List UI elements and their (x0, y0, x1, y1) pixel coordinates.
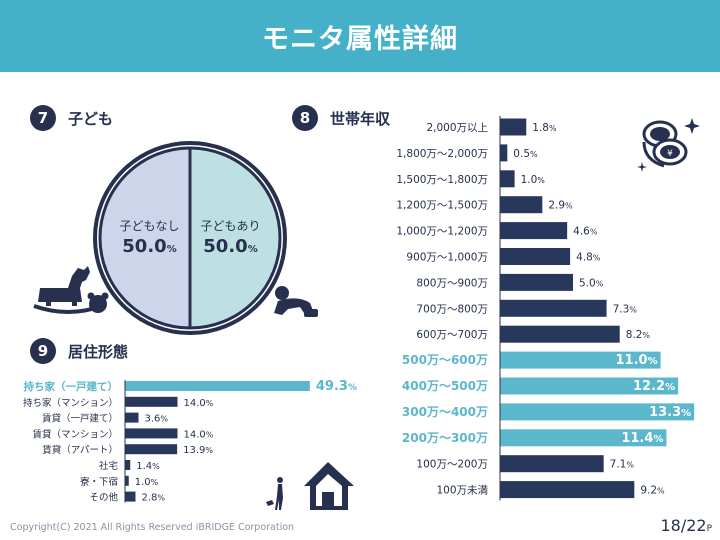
bar (500, 222, 568, 240)
bar (500, 196, 543, 214)
coins-icon: ¥ (637, 118, 700, 172)
pie-slice-label: 子どもあり (200, 219, 260, 233)
bar (125, 491, 136, 502)
bar-category-label: 1,500万～1,800万 (396, 174, 488, 186)
bar-value-label: 49.3% (316, 379, 357, 394)
bar (125, 460, 131, 470)
bar-value-label: 14.0% (184, 429, 214, 440)
bar-value-label: 14.0% (184, 398, 214, 409)
bar (500, 299, 607, 317)
bar-category-label: 300万～400万 (402, 405, 488, 419)
bar-category-label: 1,200万～1,500万 (396, 200, 488, 212)
bar-category-label: 社宅 (99, 460, 118, 472)
bar-value-label: 0.5% (513, 148, 538, 160)
income-bar-chart: 2,000万以上 1.8% 1,800万～2,000万 0.5% 1,500万～1,80… (396, 116, 695, 501)
bar-value-label: 11.0% (615, 353, 657, 368)
bar-category-label: 賃貸（一戸建て） (42, 413, 118, 425)
pie-slice (98, 146, 192, 330)
bar-category-label: 100万未満 (436, 485, 488, 497)
bar (125, 412, 139, 423)
bar (500, 455, 604, 473)
house-icon (266, 462, 354, 510)
bar-value-label: 13.9% (183, 445, 213, 456)
bar-category-label: 900万～1,000万 (406, 252, 488, 264)
bar-value-label: 9.2% (640, 485, 665, 497)
section-number-badge: 9 (30, 338, 56, 364)
bar-category-label: 500万～600万 (402, 353, 488, 367)
section-housing-header: 9 居住形態 (30, 338, 128, 364)
bar-value-label: 12.2% (633, 379, 675, 394)
bar-value-label: 1.0% (135, 477, 159, 488)
bar-category-label: 賃貸（マンション） (32, 428, 118, 440)
bar-value-label: 4.6% (573, 226, 598, 238)
bar-category-label: 2,000万以上 (426, 122, 488, 134)
bar-category-label: 600万～700万 (416, 329, 488, 341)
bar (500, 118, 527, 136)
page-title: モニタ属性詳細 (262, 24, 458, 55)
bar-category-label: その他 (89, 492, 118, 504)
bar (500, 429, 667, 447)
section-children-header: 7 子ども (30, 105, 113, 131)
bar (500, 481, 635, 499)
bar-category-label: 賃貸（アパート） (42, 444, 118, 456)
children-pie-chart: 子どもあり 50.0% 子どもなし 50.0% (93, 141, 287, 335)
bar-category-label: 100万～200万 (416, 459, 488, 471)
bar-value-label: 1.4% (136, 461, 160, 472)
bar (125, 428, 178, 439)
bar (500, 170, 515, 188)
bar-value-label: 4.8% (576, 252, 601, 264)
copyright-text: Copyright(C) 2021 All Rights Reserved iB… (10, 522, 295, 533)
bar (125, 396, 178, 407)
bar-category-label: 持ち家（一戸建て） (24, 380, 119, 393)
bar-value-label: 5.0% (579, 277, 604, 289)
bar (500, 325, 620, 343)
bar-value-label: 13.3% (649, 405, 691, 420)
bar-value-label: 2.9% (548, 200, 573, 212)
page-count: 18/22 (660, 516, 707, 535)
bar-value-label: 1.0% (521, 174, 546, 186)
section-title: 子ども (68, 109, 114, 128)
bar (500, 403, 695, 421)
bar-category-label: 寮・下宿 (80, 476, 118, 488)
bar-value-label: 11.4% (621, 431, 663, 446)
page-number: 18/22P (660, 516, 712, 535)
bar-category-label: 1,000万～1,200万 (396, 226, 488, 238)
bar (500, 377, 679, 395)
rocking-horse-icon (33, 266, 109, 314)
bar-value-label: 7.1% (610, 459, 635, 471)
section-title: 世帯年収 (330, 109, 391, 128)
bar-value-label: 1.8% (532, 122, 557, 134)
section-number-badge: 7 (30, 105, 56, 131)
bar-value-label: 8.2% (626, 329, 651, 341)
bar-category-label: 800万～900万 (416, 277, 488, 289)
bar-category-label: 200万～300万 (402, 431, 488, 445)
bar (500, 144, 508, 162)
bar (125, 475, 129, 486)
pie-slice-value: 50.0% (203, 236, 257, 257)
bar-value-label: 3.6% (145, 414, 169, 425)
header-banner: モニタ属性詳細 (0, 0, 720, 72)
pie-slice (188, 146, 282, 330)
bar (500, 248, 571, 265)
bar-category-label: 持ち家（マンション） (23, 397, 118, 409)
bar-value-label: 2.8% (142, 493, 166, 504)
bar (500, 351, 661, 369)
section-number-badge: 8 (292, 105, 318, 131)
baby-icon (274, 286, 318, 317)
pie-slice-value: 50.0% (122, 236, 176, 257)
bar (125, 444, 178, 455)
bar-category-label: 400万～500万 (402, 379, 488, 393)
housing-bar-chart: 持ち家（一戸建て） 49.3% 持ち家（マンション） 14.0% 賃貸（一戸建て） 3.6… (23, 379, 357, 504)
bar-category-label: 1,800万～2,000万 (396, 148, 488, 160)
section-income-header: 8 世帯年収 (292, 105, 390, 131)
page-suffix: P (706, 524, 712, 534)
bar-category-label: 700万～800万 (416, 303, 488, 315)
bar-value-label: 7.3% (613, 303, 638, 315)
svg-text:¥: ¥ (667, 149, 673, 159)
bar (125, 381, 310, 391)
section-title: 居住形態 (68, 342, 129, 361)
pie-slice-label: 子どもなし (119, 219, 179, 233)
bar (500, 273, 573, 291)
